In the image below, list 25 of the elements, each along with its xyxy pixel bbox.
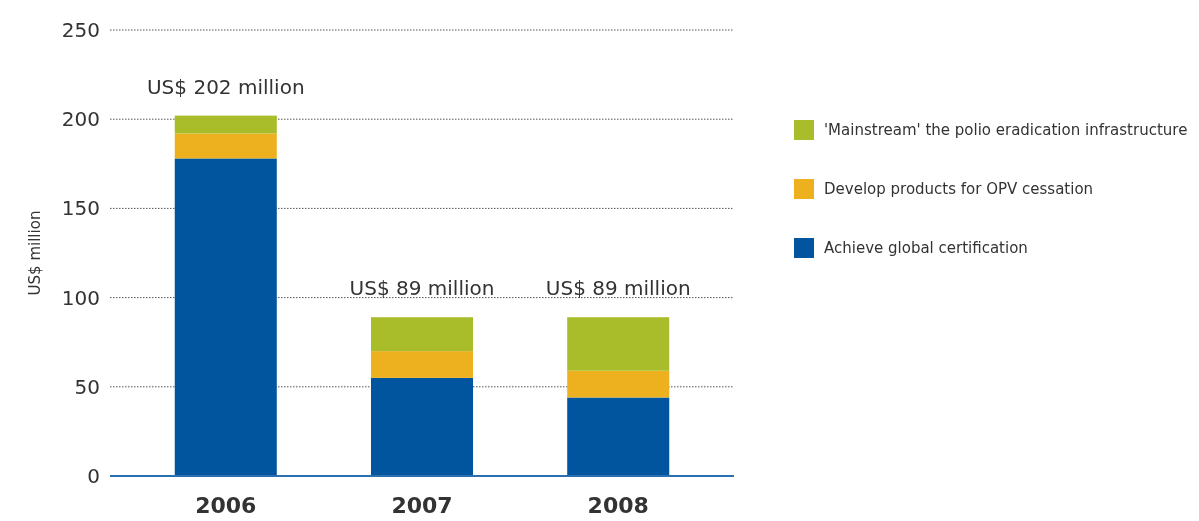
bar: [567, 370, 670, 398]
y-tick-label: 100: [61, 285, 100, 310]
y-tick-label: 200: [61, 107, 100, 132]
total-label: US$ 89 million: [545, 276, 691, 301]
bar: [567, 397, 670, 476]
legend-label: Develop products for OPV cessation: [824, 180, 1094, 199]
total-label: US$ 89 million: [349, 276, 495, 301]
total-label: US$ 202 million: [146, 74, 305, 99]
y-tick-label: 150: [61, 196, 100, 221]
bar: [174, 133, 277, 159]
bar: [370, 377, 474, 476]
y-tick-label: 0: [87, 464, 100, 488]
bar: [370, 317, 474, 352]
bar: [370, 351, 474, 378]
bar: [174, 115, 277, 134]
legend-label: 'Mainstream' the polio eradication infrastructure: [824, 121, 1188, 140]
bar: [567, 317, 670, 371]
x-tick-label: 2006: [195, 493, 257, 518]
bar: [174, 158, 277, 476]
x-tick-label: 2008: [587, 493, 649, 518]
y-tick-label: 250: [61, 18, 100, 42]
y-axis-title: US$ million: [26, 210, 44, 296]
legend-label: Achieve global certification: [824, 239, 1028, 258]
x-tick-label: 2007: [391, 493, 453, 518]
y-tick-label: 50: [74, 374, 100, 399]
